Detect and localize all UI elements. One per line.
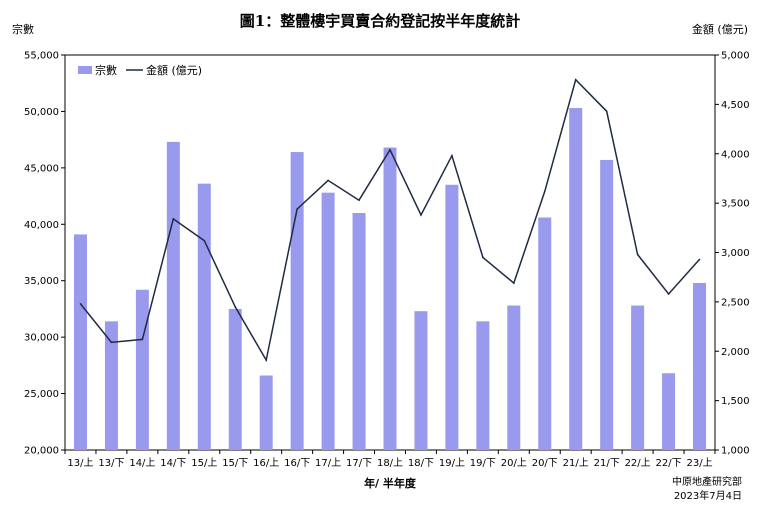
- bar-23-上: [693, 282, 707, 450]
- bar-13-下: [104, 321, 118, 450]
- right-tick-label: 5,000: [721, 51, 750, 62]
- bar-16-下: [290, 152, 304, 451]
- x-tick-label: 18/下: [408, 458, 434, 469]
- bar-14-下: [166, 141, 180, 450]
- left-tick-label: 20,000: [24, 446, 59, 457]
- chart-title: 圖1：整體樓宇買賣合約登記按半年度統計: [240, 12, 520, 30]
- bar-21-上: [569, 108, 583, 451]
- bar-21-下: [600, 159, 614, 450]
- line-point: [513, 282, 515, 284]
- line-point: [451, 154, 453, 157]
- bar-19-上: [445, 184, 459, 451]
- x-axis-title: 年/ 半年度: [364, 476, 417, 490]
- line-point: [203, 239, 206, 242]
- x-tick-label: 15/下: [222, 458, 248, 469]
- legend-bar-swatch: [78, 66, 92, 74]
- x-axis: 13/上 13/下 14/上 14/下 15/上 15/下 16/上 16/下 17/上 17/下…: [64, 450, 716, 469]
- x-tick-label: 16/下: [284, 458, 310, 469]
- x-tick-label: 13/下: [98, 458, 124, 469]
- legend: 宗數 金額 (億元): [78, 63, 202, 77]
- source-org: 中原地產研究部: [672, 475, 742, 488]
- left-tick-label: 30,000: [24, 333, 59, 344]
- right-tick-label: 1,000: [721, 446, 750, 457]
- line-point: [141, 338, 144, 341]
- source-date: 2023年7月4日: [674, 489, 742, 502]
- x-tick-label: 23/上: [686, 457, 712, 469]
- left-tick-label: 40,000: [24, 220, 59, 231]
- x-tick-label: 17/下: [346, 458, 372, 469]
- bar-22-上: [631, 305, 645, 450]
- line-point: [296, 208, 298, 210]
- line-point: [327, 179, 329, 182]
- x-tick-label: 22/下: [656, 458, 682, 469]
- x-tick-label: 22/上: [625, 457, 651, 469]
- right-tick-label: 3,500: [721, 199, 750, 210]
- x-tick-label: 18/上: [377, 457, 403, 469]
- x-tick-label: 14/下: [160, 458, 186, 469]
- bar-14-上: [135, 289, 149, 450]
- bar-13-上: [73, 234, 87, 450]
- x-tick-label: 15/上: [191, 457, 217, 469]
- x-tick-label: 20/上: [501, 457, 527, 469]
- line-point: [543, 190, 546, 193]
- x-tick-label: 19/上: [439, 457, 465, 469]
- right-axis-title: 金額 (億元): [692, 22, 748, 36]
- x-tick-label: 16/上: [253, 457, 279, 469]
- line-point: [265, 359, 267, 361]
- bar-series: [73, 108, 707, 451]
- right-tick-label: 2,500: [721, 297, 750, 308]
- x-tick-label: 19/下: [470, 458, 496, 469]
- bar-15-下: [228, 308, 242, 450]
- x-tick-label: 17/上: [315, 457, 341, 469]
- line-point: [482, 256, 484, 259]
- line-point: [172, 218, 175, 220]
- bar-22-下: [662, 373, 676, 450]
- bar-20-上: [507, 305, 521, 450]
- left-tick-label: 50,000: [24, 107, 59, 118]
- right-tick-label: 1,500: [721, 396, 750, 407]
- line-point: [574, 78, 577, 81]
- x-tick-label: 21/下: [594, 458, 620, 469]
- legend-bar-label: 宗數: [95, 63, 117, 77]
- left-tick-label: 25,000: [24, 389, 59, 400]
- left-tick-label: 35,000: [24, 276, 59, 287]
- left-tick-label: 45,000: [24, 163, 59, 174]
- bar-16-上: [259, 375, 273, 450]
- legend-line-label: 金額 (億元): [146, 63, 202, 77]
- right-tick-label: 4,000: [721, 149, 750, 160]
- line-point: [79, 303, 82, 305]
- line-point: [420, 214, 422, 216]
- left-tick-label: 55,000: [24, 51, 59, 62]
- bar-15-上: [197, 183, 211, 450]
- bar-18-下: [414, 311, 428, 450]
- line-point: [636, 253, 639, 256]
- line-point: [358, 199, 360, 201]
- line-point: [234, 306, 237, 308]
- bar-18-上: [383, 147, 397, 451]
- bar-19-下: [476, 321, 490, 450]
- right-axis: 1,000 1,500 2,000 2,500 3,000 3,500 4,000 4,500…: [715, 51, 750, 457]
- x-tick-label: 20/下: [532, 458, 558, 469]
- x-tick-label: 13/上: [67, 457, 93, 469]
- right-tick-label: 3,000: [721, 248, 750, 259]
- right-tick-label: 4,500: [721, 100, 750, 111]
- line-point: [667, 293, 670, 295]
- line-point: [110, 341, 113, 344]
- line-series: [79, 78, 701, 363]
- x-tick-label: 14/上: [129, 457, 155, 469]
- line-point: [698, 258, 701, 261]
- bar-17-下: [352, 213, 366, 450]
- left-axis: 20,000 25,000 30,000 35,000 40,000 45,000 50,0…: [24, 51, 65, 457]
- line-point: [389, 149, 391, 151]
- bar-17-上: [321, 192, 335, 450]
- bar-20-下: [538, 217, 552, 450]
- x-tick-label: 21/上: [563, 457, 589, 469]
- left-axis-title: 宗數: [12, 22, 34, 36]
- line-point: [605, 110, 608, 113]
- right-tick-label: 2,000: [721, 347, 750, 358]
